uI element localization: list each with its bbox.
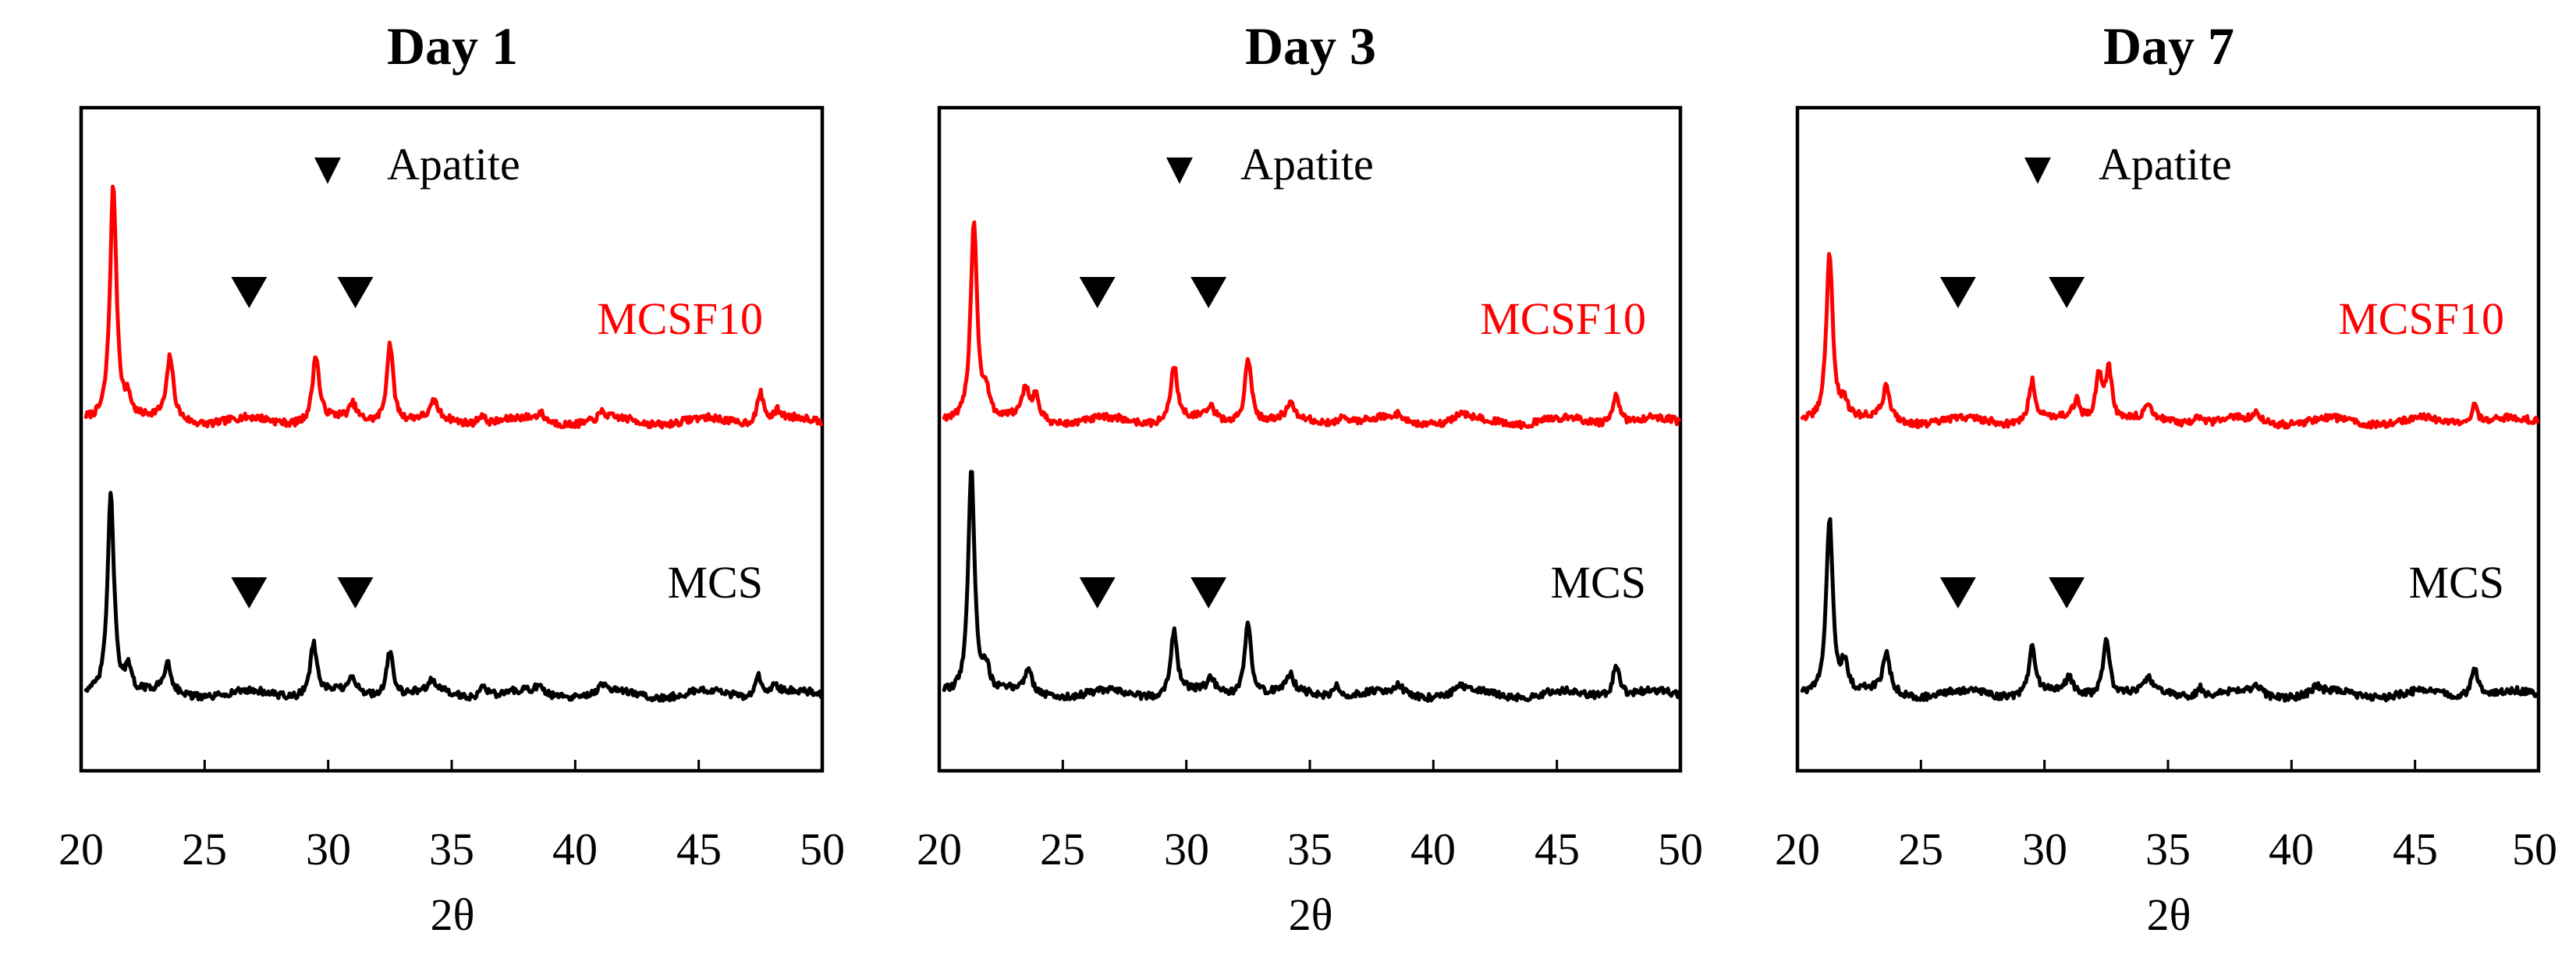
apatite-marker: [2049, 277, 2085, 308]
series-line-mcsf10: [1800, 252, 2539, 430]
panel-day-7: Day 7 ▼ Apatite MCSF10 MCS 20 25 30 35 4…: [1775, 16, 2557, 940]
series-line-mcs: [83, 491, 823, 703]
x-tick-label: 20: [59, 824, 104, 875]
series-label-mcsf10: MCSF10: [2338, 293, 2504, 344]
x-tick-label: 50: [1658, 824, 1703, 875]
x-tick-label: 30: [306, 824, 351, 875]
x-tick-label: 30: [2022, 824, 2067, 875]
plot-frame: [79, 105, 825, 773]
panel-marks: [80, 184, 824, 771]
apatite-marker: [1079, 277, 1116, 308]
x-tick-label: 50: [800, 824, 845, 875]
x-tick-label: 50: [2512, 824, 2557, 875]
legend-label: Apatite: [2099, 139, 2232, 190]
legend-label: Apatite: [1240, 139, 1374, 190]
x-tick-label: 40: [1410, 824, 1456, 875]
apatite-marker: [231, 277, 268, 308]
series-label-mcsf10: MCSF10: [1480, 293, 1646, 344]
panel-title: Day 3: [1245, 16, 1376, 76]
x-tick-label: 40: [552, 824, 598, 875]
apatite-marker: [1190, 277, 1227, 308]
legend: ▼ Apatite: [2015, 139, 2231, 193]
x-tick-label: 40: [2269, 824, 2314, 875]
series-label-mcs: MCS: [2408, 557, 2504, 608]
plot-frame: [937, 105, 1683, 773]
apatite-marker: [1190, 577, 1227, 608]
apatite-marker: [337, 577, 374, 608]
series-label-mcs: MCS: [667, 557, 763, 608]
x-tick-label: 35: [429, 824, 474, 875]
series-line-mcsf10: [942, 220, 1681, 430]
x-tick-labels: 20 25 30 35 40 45 50: [59, 824, 845, 875]
series-line-mcs: [942, 470, 1681, 703]
x-tick-label: 45: [1535, 824, 1580, 875]
series-label-mcsf10: MCSF10: [597, 293, 763, 344]
x-tick-label: 30: [1164, 824, 1209, 875]
apatite-marker: [231, 577, 268, 608]
legend: ▼ Apatite: [305, 139, 520, 193]
x-tick-label: 45: [2393, 824, 2438, 875]
x-tick-label: 20: [1775, 824, 1820, 875]
apatite-marker: [1079, 577, 1116, 608]
panel-title: Day 7: [2103, 16, 2234, 76]
x-tick-label: 45: [676, 824, 722, 875]
x-tick-labels: 20 25 30 35 40 45 50: [917, 824, 1703, 875]
legend-label: Apatite: [387, 139, 520, 190]
x-axis-label: 2θ: [431, 889, 475, 940]
legend-symbol: ▼: [2015, 143, 2060, 193]
series-line-mcsf10: [83, 184, 823, 430]
x-tick-label: 25: [1898, 824, 1943, 875]
plot-frame: [1795, 105, 2541, 773]
x-tick-label: 20: [917, 824, 962, 875]
apatite-marker: [337, 277, 374, 308]
panel-marks: [1796, 252, 2540, 771]
x-tick-labels: 20 25 30 35 40 45 50: [1775, 824, 2557, 875]
legend-symbol: ▼: [305, 143, 349, 193]
panel-marks: [938, 220, 1682, 771]
panel-title: Day 1: [387, 16, 518, 76]
x-tick-label: 25: [1040, 824, 1085, 875]
x-axis-label: 2θ: [2147, 889, 2191, 940]
x-axis-label: 2θ: [1289, 889, 1333, 940]
legend-symbol: ▼: [1157, 143, 1201, 193]
x-tick-label: 35: [2145, 824, 2191, 875]
series-label-mcs: MCS: [1550, 557, 1646, 608]
series-line-mcs: [1800, 516, 2539, 703]
panel-day-1: Day 1 ▼ Apatite MCSF10 MCS 20 25 30 35 4…: [59, 16, 845, 940]
panel-day-3: Day 3 ▼ Apatite MCSF10 MCS 20 25 30 35 4…: [917, 16, 1703, 940]
x-tick-label: 35: [1287, 824, 1332, 875]
legend: ▼ Apatite: [1157, 139, 1373, 193]
apatite-marker: [1939, 277, 1976, 308]
apatite-marker: [2049, 577, 2085, 608]
apatite-marker: [1939, 577, 1976, 608]
x-tick-label: 25: [182, 824, 227, 875]
